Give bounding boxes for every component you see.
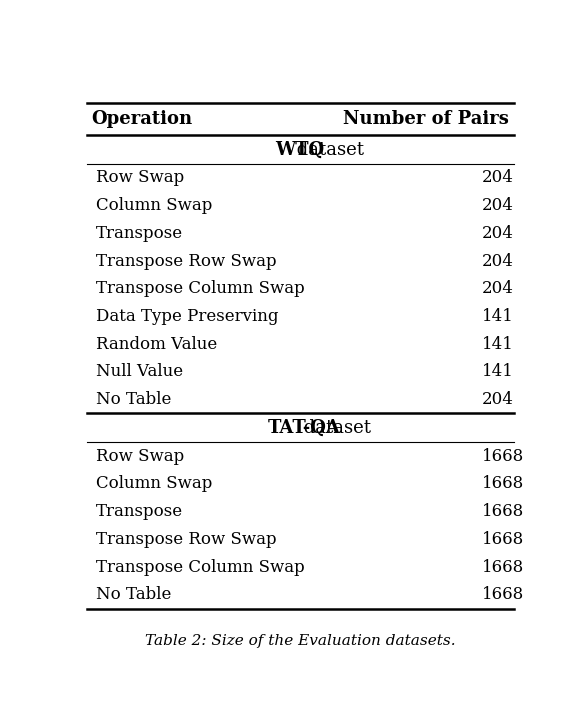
Text: No Table: No Table <box>96 586 171 603</box>
Text: 204: 204 <box>482 225 514 242</box>
Text: Number of Pairs: Number of Pairs <box>343 110 509 128</box>
Text: 141: 141 <box>482 364 514 380</box>
Text: 1668: 1668 <box>482 475 524 492</box>
Text: 1668: 1668 <box>482 448 524 464</box>
Text: 204: 204 <box>482 391 514 408</box>
Text: 204: 204 <box>482 280 514 297</box>
Text: dataset: dataset <box>298 419 371 437</box>
Text: 141: 141 <box>482 336 514 353</box>
Text: Operation: Operation <box>91 110 193 128</box>
Text: Column Swap: Column Swap <box>96 475 212 492</box>
Text: 1668: 1668 <box>482 503 524 520</box>
Text: Table 2: Size of the Evaluation datasets.: Table 2: Size of the Evaluation datasets… <box>145 634 456 647</box>
Text: Transpose: Transpose <box>96 503 183 520</box>
Text: 1668: 1668 <box>482 559 524 575</box>
Text: 204: 204 <box>482 197 514 214</box>
Text: 141: 141 <box>482 308 514 325</box>
Text: 1668: 1668 <box>482 531 524 548</box>
Text: TAT-QA: TAT-QA <box>268 419 341 437</box>
Text: Transpose Column Swap: Transpose Column Swap <box>96 280 305 297</box>
Text: 204: 204 <box>482 169 514 186</box>
Text: 1668: 1668 <box>482 586 524 603</box>
Text: Data Type Preserving: Data Type Preserving <box>96 308 278 325</box>
Text: Row Swap: Row Swap <box>96 169 184 186</box>
Text: Null Value: Null Value <box>96 364 183 380</box>
Text: 204: 204 <box>482 253 514 269</box>
Text: Row Swap: Row Swap <box>96 448 184 464</box>
Text: Random Value: Random Value <box>96 336 217 353</box>
Text: Transpose Column Swap: Transpose Column Swap <box>96 559 305 575</box>
Text: Transpose: Transpose <box>96 225 183 242</box>
Text: No Table: No Table <box>96 391 171 408</box>
Text: WTQ: WTQ <box>275 140 325 158</box>
Text: Transpose Row Swap: Transpose Row Swap <box>96 531 277 548</box>
Text: Transpose Row Swap: Transpose Row Swap <box>96 253 277 269</box>
Text: Column Swap: Column Swap <box>96 197 212 214</box>
Text: dataset: dataset <box>291 140 363 158</box>
